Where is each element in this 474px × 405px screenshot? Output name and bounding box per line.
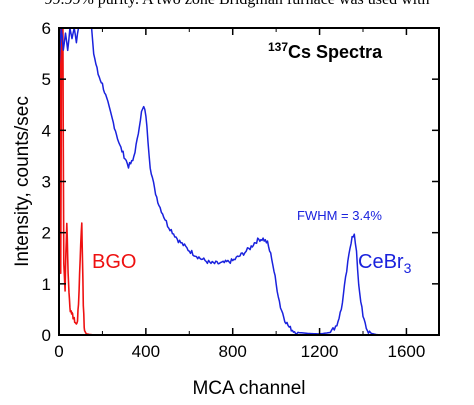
- y-tick-label: 3: [42, 173, 51, 192]
- y-tick-label: 2: [42, 224, 51, 243]
- series-label-bgo: BGO: [92, 251, 136, 273]
- series-label-cebr3-subscript: 3: [404, 260, 412, 276]
- x-tick-label: 800: [219, 342, 247, 361]
- y-tick-label: 0: [42, 326, 51, 345]
- y-tick-label: 1: [42, 275, 51, 294]
- series-label-cebr3: CeBr3: [358, 251, 412, 276]
- header-text-fragment: 99.99% purity. A two zone Bridgman furna…: [0, 0, 474, 11]
- x-tick-label: 1200: [301, 342, 339, 361]
- series-line-cebr3: [59, 28, 385, 335]
- y-axis-label: Intensity, counts/sec: [12, 96, 33, 267]
- series-label-cebr3-main: CeBr: [358, 251, 404, 273]
- title-main-text: Cs Spectra: [288, 42, 383, 62]
- fwhm-annotation: FWHM = 3.4%: [297, 208, 382, 223]
- x-axis-label: MCA channel: [192, 378, 305, 399]
- y-tick-label: 4: [42, 121, 51, 140]
- x-tick-label: 400: [132, 342, 160, 361]
- plot-frame: [58, 27, 440, 336]
- series-layer: [59, 28, 385, 335]
- y-tick-label: 5: [42, 70, 51, 89]
- annotation-layer: BGO CeBr3 FWHM = 3.4%: [92, 208, 412, 276]
- chart-title: 137Cs Spectra: [268, 40, 383, 62]
- x-tick-label: 0: [54, 342, 63, 361]
- tick-layer: 0 400 800 1200 1600 0 1 2 3 4 5 6: [42, 19, 439, 361]
- x-tick-label: 1600: [388, 342, 426, 361]
- y-tick-label: 6: [42, 19, 51, 38]
- title-superscript: 137: [268, 40, 288, 54]
